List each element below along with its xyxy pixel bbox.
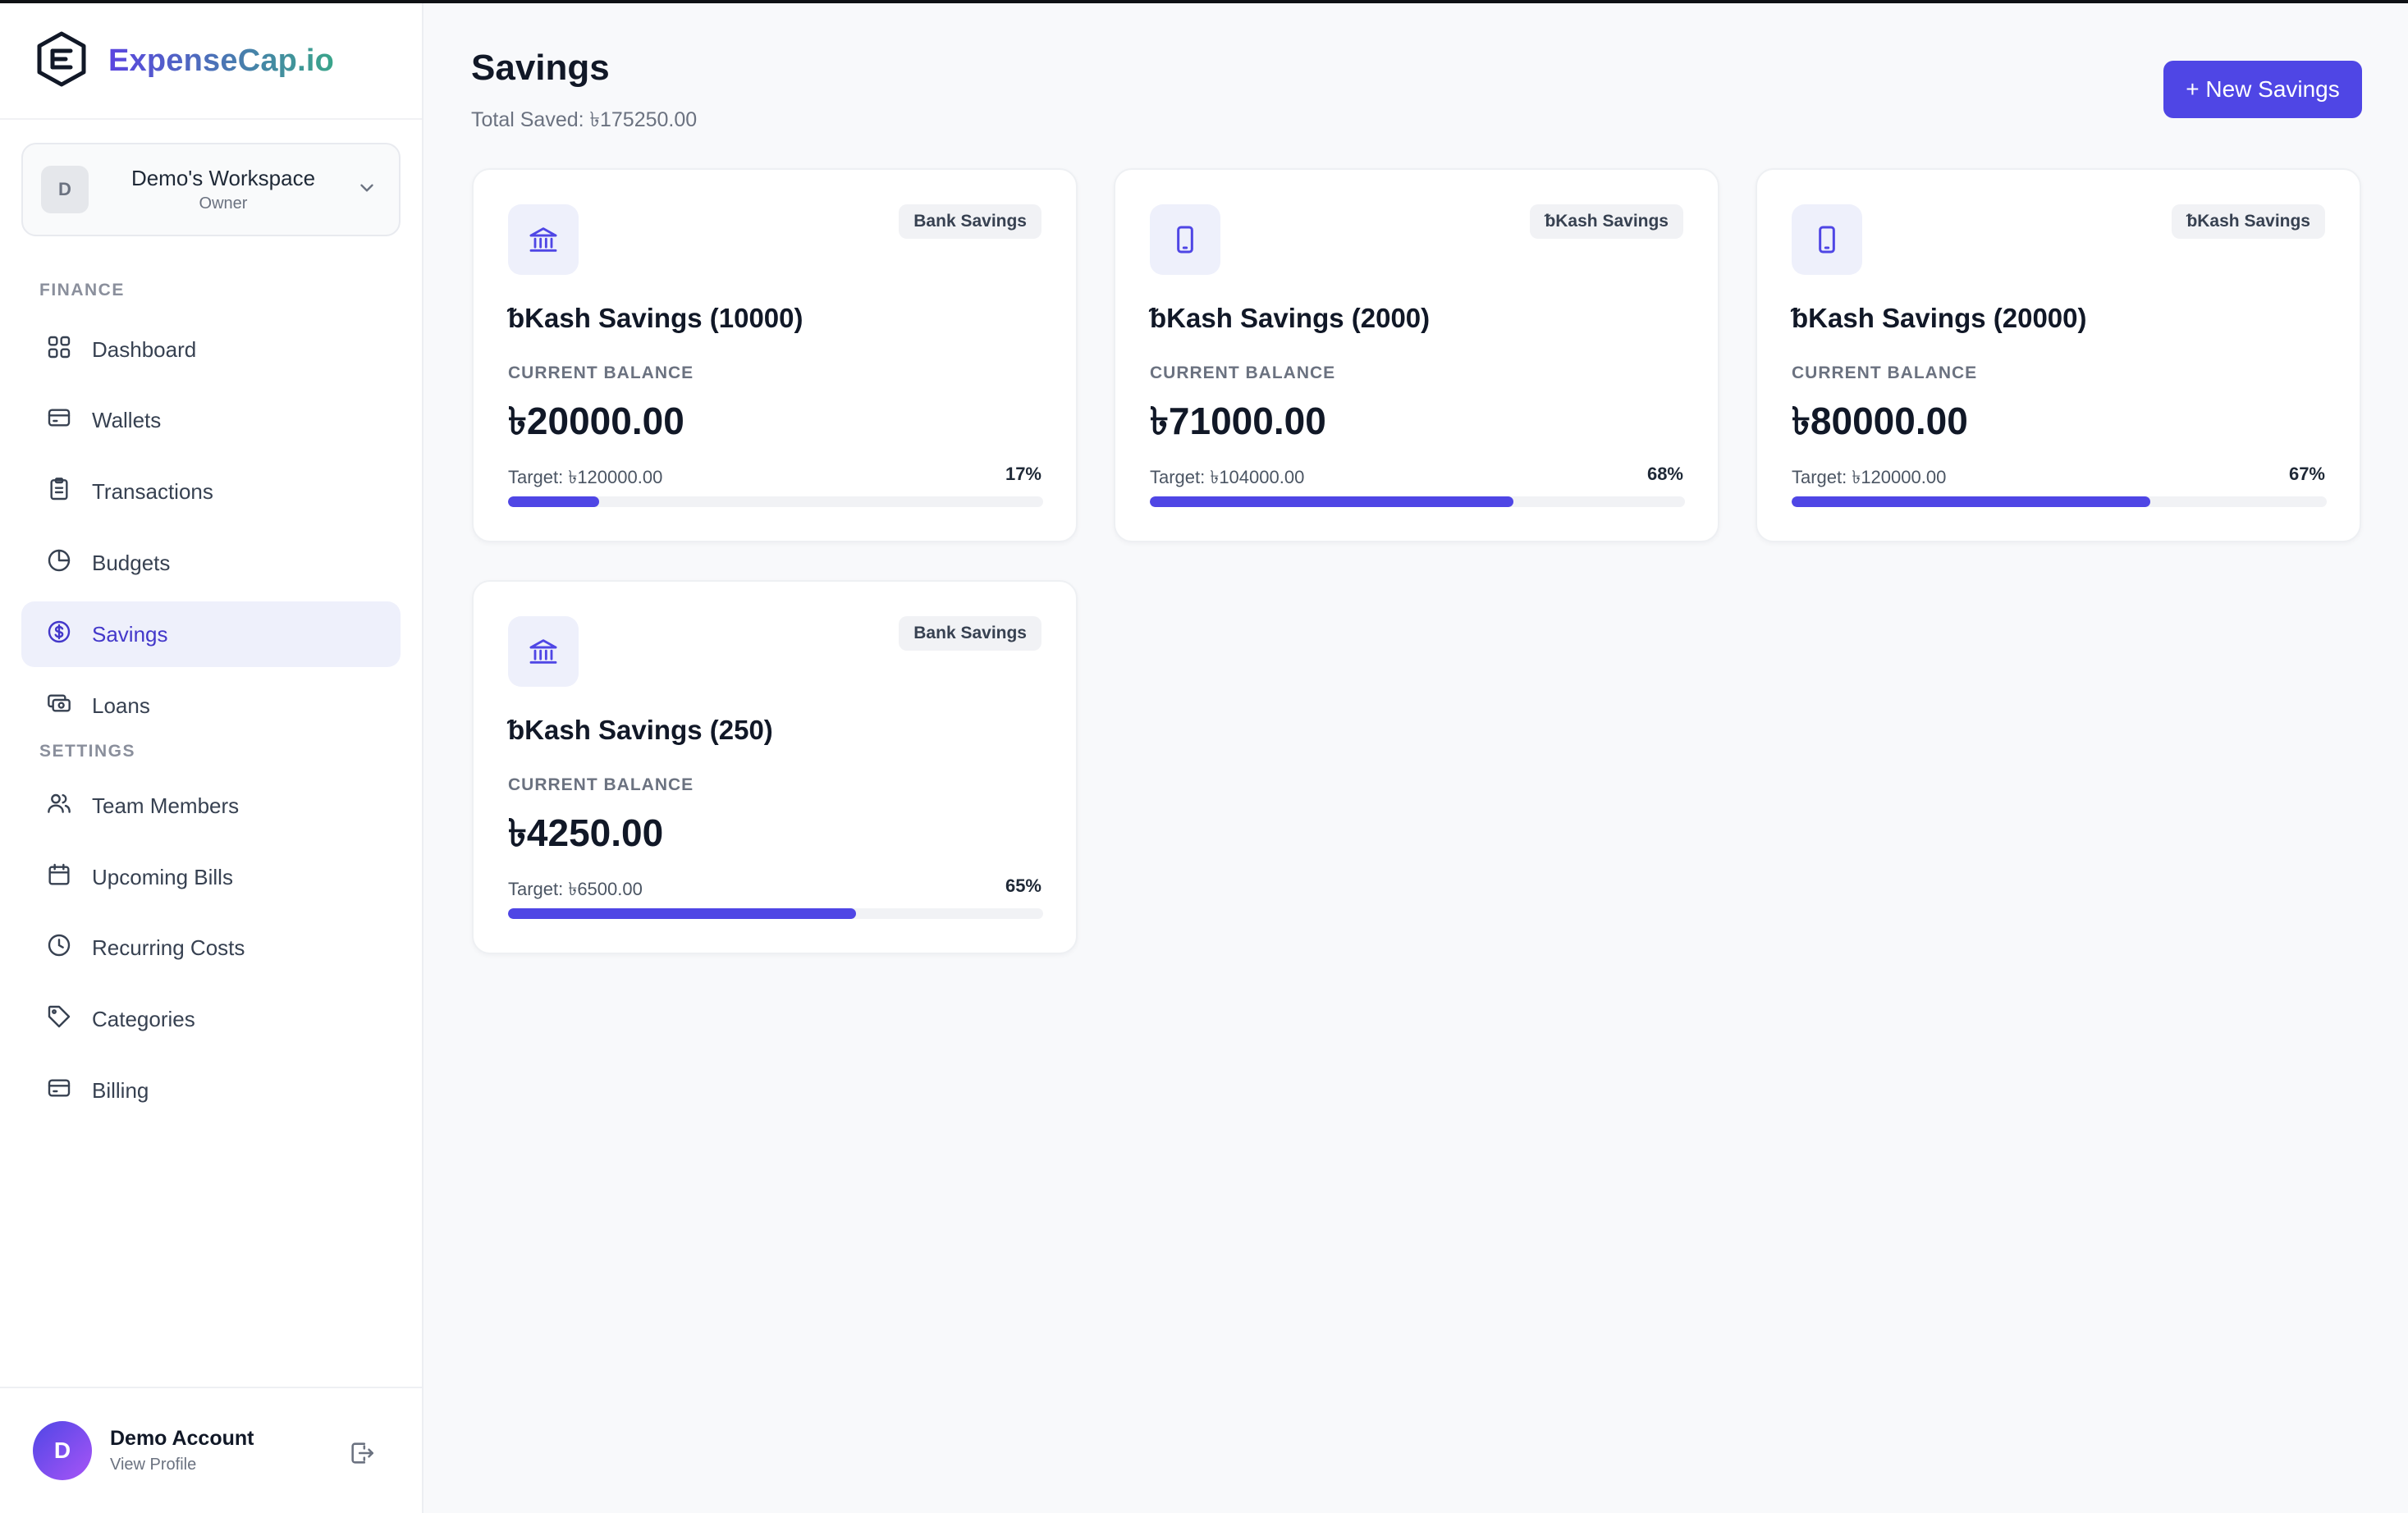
user-profile: D Demo Account View Profile [0,1387,422,1513]
workspace-name: Demo's Workspace [130,166,316,190]
brand-name: ExpenseCap.io [108,43,335,78]
savings-name: ᵬKash Savings (20000) [1792,303,2087,333]
balance-label: CURRENT BALANCE [508,775,694,794]
view-profile-link[interactable]: View Profile [110,1456,197,1474]
sidebar-item-categories[interactable]: Categories [21,986,401,1052]
sidebar-item-billing[interactable]: Billing [21,1058,401,1123]
total-saved: Total Saved: ৳175250.00 [471,108,698,131]
progress-bar [508,908,1043,919]
sidebar-item-upcoming-bills[interactable]: Upcoming Bills [21,844,401,910]
sidebar-item-transactions[interactable]: Transactions [21,459,401,524]
progress-bar [1150,496,1685,507]
section-label-finance: FINANCE [39,281,125,299]
current-balance: ৳71000.00 [1150,400,1326,442]
progress-bar [508,496,1043,507]
progress-fill [508,496,599,507]
savings-target: Target: ৳120000.00 [508,467,663,487]
savings-name: ᵬKash Savings (2000) [1150,303,1431,333]
logout-icon[interactable] [348,1439,376,1471]
progress-percent: 65% [1005,875,1041,896]
savings-target: Target: ৳120000.00 [1792,467,1947,487]
progress-percent: 67% [2288,464,2325,484]
current-balance: ৳4250.00 [508,811,664,854]
sidebar-item-budgets[interactable]: Budgets [21,530,401,596]
balance-label: CURRENT BALANCE [1792,363,1978,382]
sidebar-item-label: Dashboard [92,336,197,362]
savings-card[interactable]: Bank Savings ᵬKash Savings (10000) CURRE… [472,168,1078,542]
brand[interactable]: ExpenseCap.io [0,3,422,120]
sidebar-item-label: Wallets [92,407,162,432]
users-icon [46,790,72,822]
sidebar-item-label: Recurring Costs [92,935,245,960]
sidebar-item-savings[interactable]: Savings [21,601,401,667]
savings-type-badge: Bank Savings [899,204,1041,239]
dollar-circle-icon [46,619,72,651]
clipboard-icon [46,476,72,508]
current-balance: ৳80000.00 [1792,400,1968,442]
mobile-phone-icon [1792,204,1862,275]
progress-percent: 17% [1005,464,1041,484]
progress-fill [1150,496,1514,507]
savings-card[interactable]: ᵬKash Savings ᵬKash Savings (20000) CURR… [1756,168,2361,542]
sidebar-item-label: Billing [92,1077,149,1103]
savings-card[interactable]: Bank Savings ᵬKash Savings (250) CURRENT… [472,580,1078,954]
progress-fill [1792,496,2150,507]
savings-target: Target: ৳104000.00 [1150,467,1305,487]
workspace-role: Owner [199,194,248,213]
progress-bar [1792,496,2327,507]
sidebar: ExpenseCap.io D Demo's Workspace Owner F… [0,3,423,1513]
credit-card-icon [46,1075,72,1107]
sidebar-item-wallets[interactable]: Wallets [21,387,401,453]
balance-label: CURRENT BALANCE [508,363,694,382]
sidebar-item-loans[interactable]: Loans [21,673,401,738]
savings-card[interactable]: ᵬKash Savings ᵬKash Savings (2000) CURRE… [1114,168,1719,542]
current-balance: ৳20000.00 [508,400,684,442]
sidebar-item-label: Budgets [92,550,171,575]
sidebar-item-recurring-costs[interactable]: Recurring Costs [21,915,401,980]
progress-percent: 68% [1646,464,1683,484]
bank-icon [508,616,579,687]
sidebar-item-label: Upcoming Bills [92,864,233,889]
wallet-icon [46,405,72,437]
savings-type-badge: Bank Savings [899,616,1041,651]
user-name: Demo Account [110,1427,254,1450]
bank-icon [508,204,579,275]
sidebar-item-label: Categories [92,1006,195,1031]
calendar-icon [46,862,72,894]
new-savings-button[interactable]: + New Savings [2163,61,2362,118]
mobile-phone-icon [1150,204,1220,275]
savings-type-badge: ᵬKash Savings [2172,204,2325,239]
window-top-border [0,0,2408,3]
workspace-switcher[interactable]: D Demo's Workspace Owner [21,143,401,236]
sidebar-item-label: Loans [92,693,150,718]
balance-label: CURRENT BALANCE [1150,363,1336,382]
savings-type-badge: ᵬKash Savings [1530,204,1683,239]
chevron-down-icon [356,177,378,203]
tag-icon [46,1003,72,1035]
sidebar-item-label: Transactions [92,478,213,504]
savings-name: ᵬKash Savings (10000) [508,303,803,333]
progress-fill [508,908,856,919]
page-title: Savings [471,48,610,88]
cash-icon [46,690,72,722]
pie-chart-icon [46,547,72,579]
grid-icon [46,334,72,366]
savings-target: Target: ৳6500.00 [508,879,643,899]
sidebar-item-label: Team Members [92,793,240,818]
sidebar-item-label: Savings [92,621,168,647]
workspace-avatar: D [41,166,89,213]
savings-name: ᵬKash Savings (250) [508,715,773,745]
section-label-settings: SETTINGS [39,742,136,761]
logo-icon [34,30,89,92]
user-avatar[interactable]: D [33,1421,92,1480]
sidebar-item-dashboard[interactable]: Dashboard [21,317,401,382]
clock-icon [46,932,72,964]
sidebar-item-team-members[interactable]: Team Members [21,773,401,839]
